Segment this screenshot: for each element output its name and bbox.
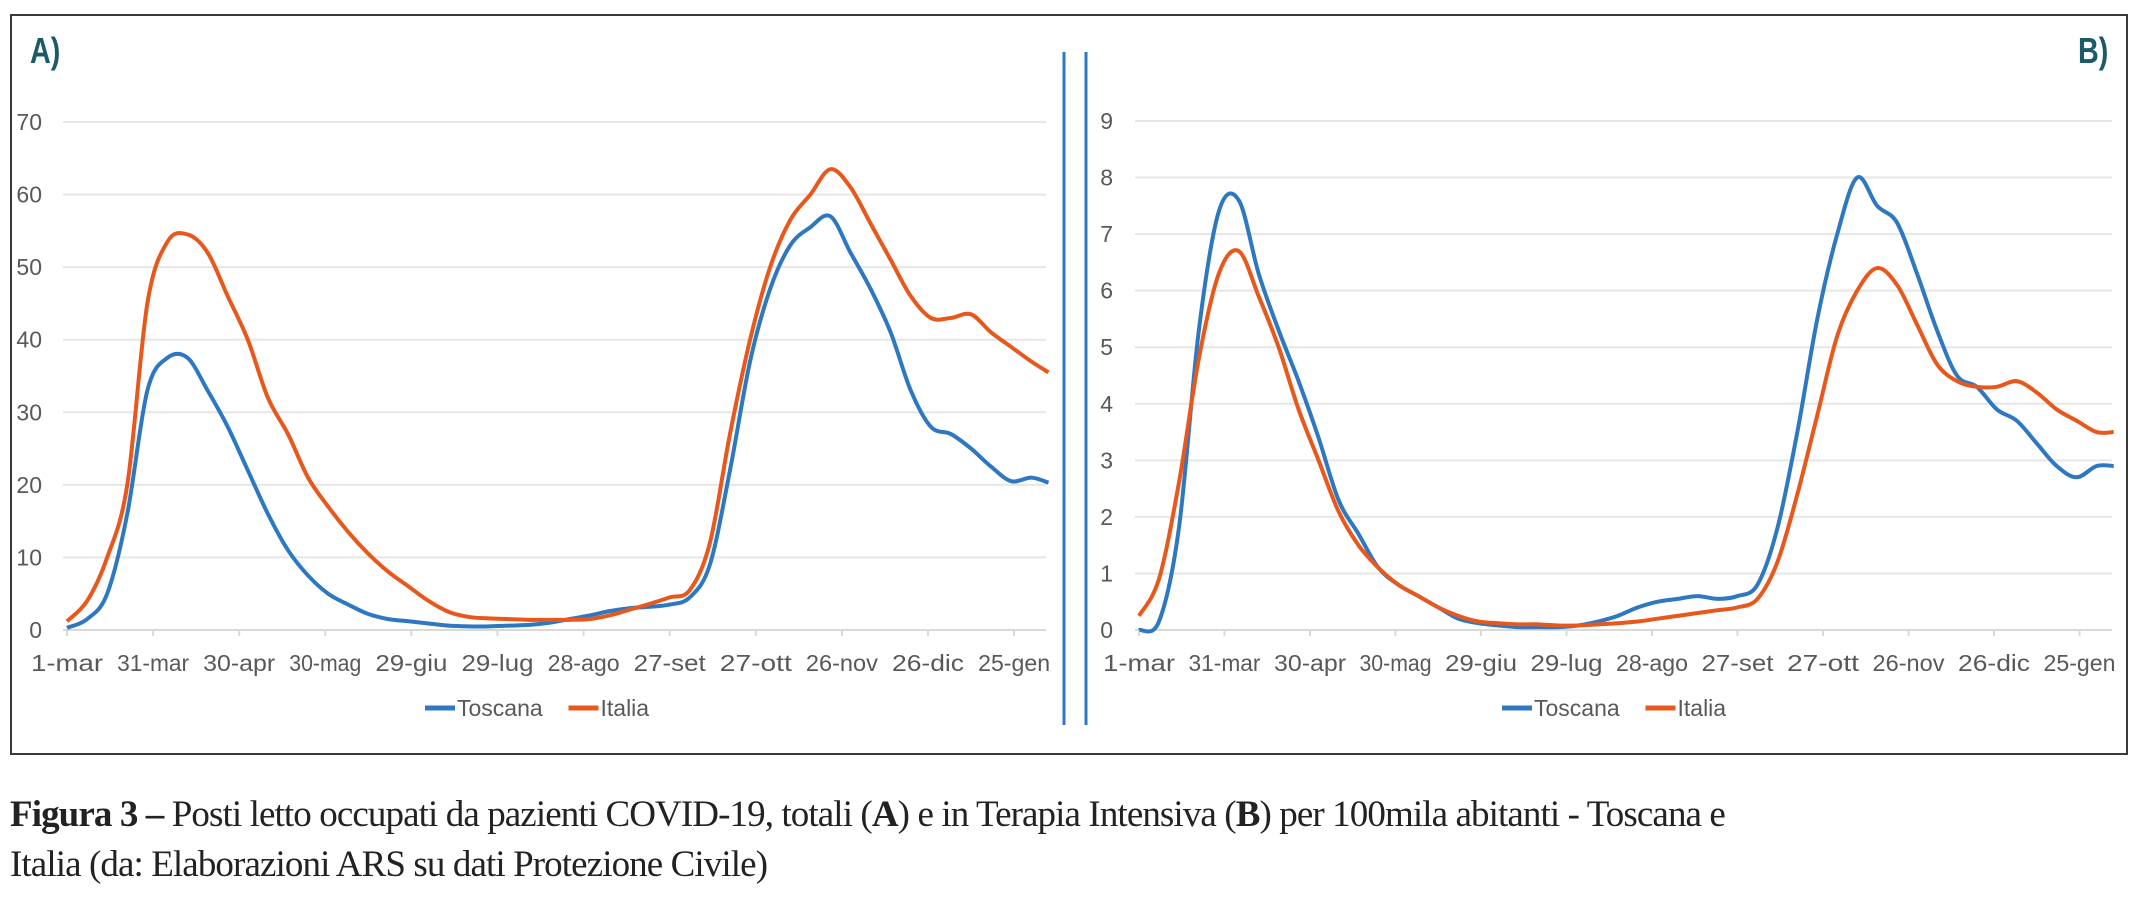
chart-a: 0 10 20 30 40 50 60 70 1-mar 31-mar 30-apr 30-mag 29… <box>16 109 1050 721</box>
x-tick-label: 27-ott <box>720 650 793 676</box>
caption-line-2: Italia (da: Elaborazioni ARS su dati Pro… <box>10 844 768 885</box>
y-tick-label: 5 <box>1100 334 1113 360</box>
y-tick-label: 60 <box>16 182 42 208</box>
y-tick-label: 10 <box>16 544 42 570</box>
y-tick-label: 9 <box>1100 108 1113 134</box>
legend-label-italia: Italia <box>1678 695 1727 721</box>
caption-text-2: ) e in Terapia Intensiva ( <box>897 794 1237 835</box>
caption-text-1: Posti letto occupati da pazienti COVID-1… <box>163 794 873 835</box>
x-tick-label: 27-set <box>1702 650 1775 676</box>
legend-label-toscana: Toscana <box>1534 695 1620 721</box>
y-tick-label: 70 <box>16 109 42 135</box>
x-tick-label: 27-ott <box>1787 650 1860 676</box>
caption-line-1: Figura 3 – Posti letto occupati da pazie… <box>10 790 2144 840</box>
caption-text-3: ) per 100mila abitanti - Toscana e <box>1259 794 1726 835</box>
x-tick-label: 26-dic <box>892 650 964 676</box>
panel-a-label: A) <box>30 30 61 71</box>
x-tick-label: 29-lug <box>1531 650 1603 676</box>
x-tick-label: 28-ago <box>1616 650 1688 676</box>
y-tick-label: 40 <box>16 327 42 353</box>
x-tick-label: 27-set <box>634 650 707 676</box>
y-tick-label: 4 <box>1100 391 1113 417</box>
series-line-italia <box>1137 248 2114 628</box>
y-tick-label: 50 <box>16 254 42 280</box>
y-tick-label: 2 <box>1100 504 1113 530</box>
chart-b: 0 1 2 3 4 5 6 7 8 9 1-mar 31-mar 30-apr 30-mag 29-giu 2… <box>1100 108 2115 721</box>
panel-b-label: B) <box>2078 30 2109 71</box>
x-tick-label: 26-nov <box>806 650 879 676</box>
y-tick-label: 20 <box>16 472 42 498</box>
caption-figure-label: Figura 3 – <box>10 794 164 835</box>
x-tick-label: 25-gen <box>978 650 1050 676</box>
x-tick-label: 30-mag <box>1360 650 1432 676</box>
legend-label-italia: Italia <box>601 695 650 721</box>
y-tick-label: 3 <box>1100 447 1113 473</box>
x-tick-label: 30-apr <box>203 650 275 676</box>
x-tick-label: 28-ago <box>548 650 620 676</box>
x-tick-label: 31-mar <box>117 650 189 676</box>
x-tick-label: 25-gen <box>2044 650 2116 676</box>
figure-caption: Figura 3 – Posti letto occupati da pazie… <box>10 790 2144 890</box>
x-tick-label: 30-mag <box>289 650 361 676</box>
series-line-italia <box>65 167 1050 623</box>
y-tick-label: 0 <box>1100 617 1113 643</box>
caption-a: A <box>871 794 899 835</box>
y-tick-label: 8 <box>1100 165 1113 191</box>
x-tick-label: 30-apr <box>1274 650 1346 676</box>
figure-frame <box>10 14 2128 755</box>
y-tick-label: 1 <box>1100 560 1113 586</box>
x-tick-label: 31-mar <box>1189 650 1261 676</box>
y-tick-label: 7 <box>1100 221 1113 247</box>
x-tick-label: 26-nov <box>1873 650 1946 676</box>
x-tick-label: 29-giu <box>375 650 447 676</box>
x-tick-label: 1-mar <box>31 650 103 676</box>
y-tick-label: 30 <box>16 399 42 425</box>
x-tick-label: 29-giu <box>1445 650 1517 676</box>
legend-label-toscana: Toscana <box>457 695 543 721</box>
series-line-toscana <box>1138 175 2114 634</box>
x-tick-label: 29-lug <box>462 650 534 676</box>
x-tick-label: 1-mar <box>1103 650 1175 676</box>
y-tick-label: 0 <box>29 617 42 643</box>
x-tick-label: 26-dic <box>1958 650 2030 676</box>
y-tick-label: 6 <box>1100 278 1113 304</box>
caption-b: B <box>1235 794 1261 835</box>
